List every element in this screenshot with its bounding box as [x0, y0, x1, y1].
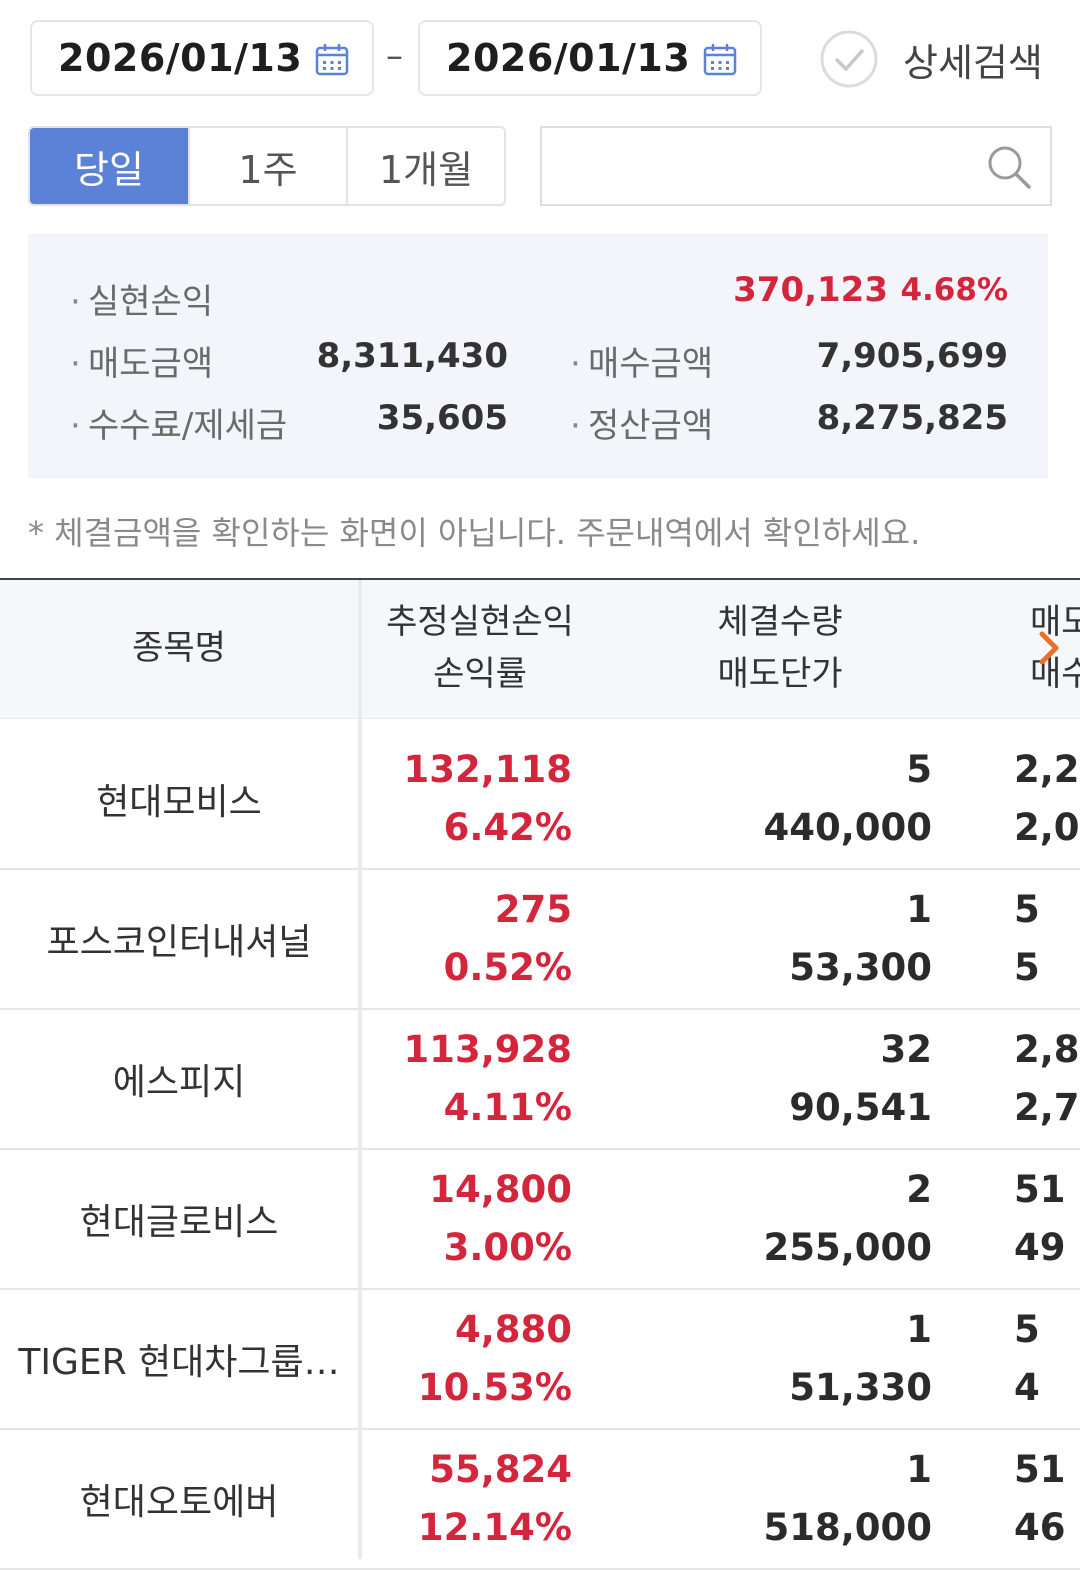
table-row[interactable]: 현대글로비스 14,800 3.00% 2 255,000 51 49: [0, 1150, 1080, 1290]
end-date-text: 2026/01/13: [446, 36, 691, 80]
period-tabs: 당일 1주 1개월: [28, 126, 506, 206]
profit-rate: 10.53%: [417, 1366, 572, 1409]
period-tab-1month[interactable]: 1개월: [346, 128, 504, 204]
filled-quantity: 2: [906, 1168, 932, 1211]
header-qty: 체결수량 매도단가: [717, 602, 843, 694]
amount-column-clip: 2,20 2,05: [1010, 730, 1080, 868]
header-name: 종목명: [132, 628, 226, 668]
search-input[interactable]: [540, 126, 1052, 206]
buy-amount-label: · 매수금액: [570, 344, 714, 384]
name-column-divider: [358, 580, 362, 1559]
realized-profit-rate: 4.68%: [900, 272, 1008, 308]
profit-rate: 4.11%: [443, 1086, 572, 1129]
buy-amount: 2,05: [1014, 806, 1080, 849]
buy-amount: 5: [1014, 946, 1040, 989]
estimated-profit: 4,880: [454, 1308, 572, 1351]
filled-quantity: 5: [906, 748, 932, 791]
end-date-field[interactable]: 2026/01/13: [418, 20, 762, 96]
stock-name: 현대모비스: [96, 782, 262, 823]
stock-name: 현대오토에버: [79, 1482, 279, 1523]
detail-search-checkbox[interactable]: [820, 30, 878, 88]
header-gap: [0, 718, 1080, 731]
estimated-profit: 14,800: [429, 1168, 572, 1211]
table-row[interactable]: 현대오토에버 55,824 12.14% 1 518,000 51 46: [0, 1430, 1080, 1570]
sell-price: 255,000: [763, 1226, 932, 1269]
filled-quantity: 1: [906, 1308, 932, 1351]
sell-price: 53,300: [789, 946, 932, 989]
amount-column-clip: 2,89 2,77: [1010, 1010, 1080, 1148]
sell-price: 518,000: [763, 1506, 932, 1549]
calendar-icon[interactable]: [314, 42, 350, 78]
estimated-profit: 113,928: [403, 1028, 572, 1071]
settlement-label: · 정산금액: [570, 406, 714, 446]
realized-profit-label: · 실현손익: [70, 282, 214, 322]
start-date-field[interactable]: 2026/01/13: [30, 20, 374, 96]
table-row[interactable]: 포스코인터내셔널 275 0.52% 1 53,300 5 5: [0, 870, 1080, 1010]
period-tab-today[interactable]: 당일: [30, 128, 188, 204]
table-row[interactable]: TIGER 현대차그룹… 4,880 10.53% 1 51,330 5 4: [0, 1290, 1080, 1430]
filled-quantity: 32: [880, 1028, 933, 1071]
settlement-value: 8,275,825: [816, 398, 1008, 438]
sell-amount: 2,89: [1014, 1028, 1080, 1071]
sell-amount: 5: [1014, 1308, 1040, 1351]
sell-amount: 2,20: [1014, 748, 1080, 791]
profit-rate: 0.52%: [443, 946, 572, 989]
sell-amount-value: 8,311,430: [316, 336, 508, 376]
sell-amount: 51: [1014, 1448, 1066, 1491]
estimated-profit: 55,824: [429, 1448, 572, 1491]
profit-rate: 3.00%: [443, 1226, 572, 1269]
start-date-text: 2026/01/13: [58, 36, 303, 80]
sell-price: 90,541: [789, 1086, 932, 1129]
filled-quantity: 1: [906, 888, 932, 931]
profit-rate: 6.42%: [443, 806, 572, 849]
table-row[interactable]: 현대모비스 132,118 6.42% 5 440,000 2,20 2,05: [0, 730, 1080, 870]
sell-price: 51,330: [789, 1366, 932, 1409]
buy-amount: 2,77: [1014, 1086, 1080, 1129]
date-separator: –: [386, 36, 403, 76]
estimated-profit: 275: [494, 888, 572, 931]
header-profit: 추정실현손익 손익률: [386, 602, 574, 694]
amount-column-clip: 51 49: [1010, 1150, 1080, 1288]
notice-text: * 체결금액을 확인하는 화면이 아닙니다. 주문내역에서 확인하세요.: [28, 514, 921, 552]
amount-column-clip: 51 46: [1010, 1430, 1080, 1568]
detail-search-label[interactable]: 상세검색: [903, 41, 1043, 85]
sell-amount: 51: [1014, 1168, 1066, 1211]
summary-panel: · 실현손익 370,123 4.68% · 매도금액 8,311,430 · 매수금…: [28, 234, 1048, 478]
buy-amount: 46: [1014, 1506, 1066, 1549]
profit-rate: 12.14%: [417, 1506, 572, 1549]
fee-tax-label: · 수수료/제세금: [70, 406, 288, 446]
stock-name: 에스피지: [112, 1062, 246, 1103]
sell-price: 440,000: [763, 806, 932, 849]
sell-amount-label: · 매도금액: [70, 344, 214, 384]
search-icon[interactable]: [986, 144, 1032, 190]
buy-amount-value: 7,905,699: [816, 336, 1008, 376]
buy-amount: 4: [1014, 1366, 1040, 1409]
calendar-icon[interactable]: [702, 42, 738, 78]
fee-tax-value: 35,605: [376, 398, 508, 438]
estimated-profit: 132,118: [403, 748, 572, 791]
period-tab-1week[interactable]: 1주: [188, 128, 346, 204]
table-row[interactable]: 에스피지 113,928 4.11% 32 90,541 2,89 2,77: [0, 1010, 1080, 1150]
stock-name: 포스코인터내셔널: [46, 922, 312, 963]
stock-name: 현대글로비스: [79, 1202, 279, 1243]
filled-quantity: 1: [906, 1448, 932, 1491]
buy-amount: 49: [1014, 1226, 1066, 1269]
table-header: 종목명 추정실현손익 손익률 체결수량 매도단가 매도 매수: [0, 580, 1080, 718]
stock-name: TIGER 현대차그룹…: [18, 1342, 340, 1383]
header-amount: 매도 매수: [1030, 602, 1080, 694]
sell-amount: 5: [1014, 888, 1040, 931]
realized-profit-value: 370,123: [733, 270, 888, 310]
table-top-border: [0, 578, 1080, 580]
scroll-right-arrow-icon[interactable]: [1034, 628, 1064, 668]
